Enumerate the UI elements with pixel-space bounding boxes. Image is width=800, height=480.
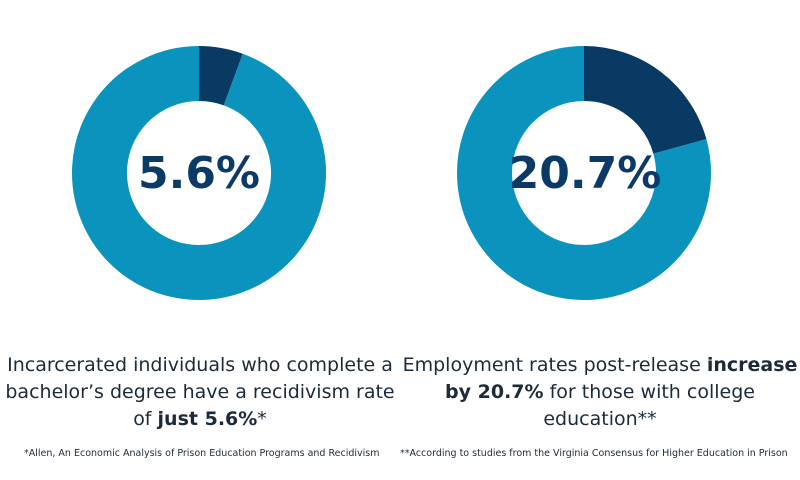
employment-panel: 20.7% Employment rates post-release incr… <box>400 0 800 480</box>
donut-slice-rest <box>457 46 711 300</box>
recidivism-donut-chart: 5.6% <box>72 46 326 300</box>
employment-slices <box>457 46 711 300</box>
donut-slice-highlighted <box>582 46 707 155</box>
recidivism-panel: 5.6% Incarcerated individuals who comple… <box>0 46 400 459</box>
caption-part-2: for those with college education** <box>543 381 755 430</box>
caption-part-1: just 5.6% <box>157 408 258 430</box>
caption-part-2: * <box>257 408 267 430</box>
caption-part-0: Employment rates post-release <box>402 354 707 376</box>
recidivism-center-value: 5.6% <box>138 148 260 199</box>
employment-center-value: 20.7% <box>509 148 662 199</box>
recidivism-caption: Incarcerated individuals who complete a … <box>0 352 400 433</box>
employment-footnote: **According to studies from the Virginia… <box>400 448 788 459</box>
recidivism-slices <box>72 46 326 300</box>
caption-part-1: increase by 20.7% <box>445 354 798 403</box>
employment-caption: Employment rates post-release increase b… <box>400 352 800 433</box>
recidivism-footnote: *Allen, An Economic Analysis of Prison E… <box>24 448 380 459</box>
caption-part-0: Incarcerated individuals who complete a … <box>5 354 395 430</box>
donut-slice-rest <box>72 46 326 300</box>
donut-slice-highlighted <box>198 46 243 106</box>
employment-donut-chart: 20.7% <box>457 46 711 300</box>
